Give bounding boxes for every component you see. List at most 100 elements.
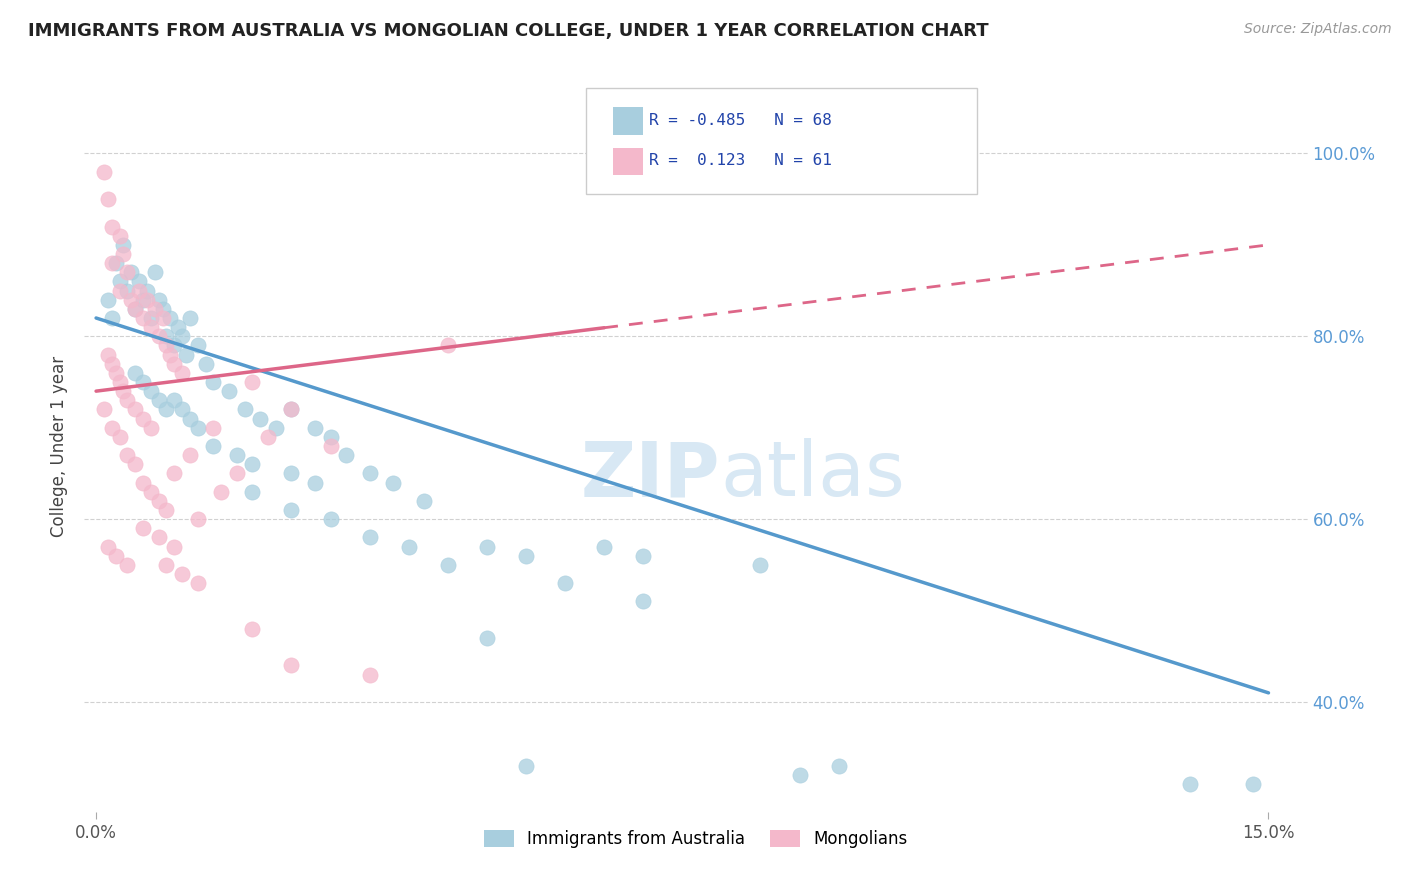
Point	[631, 594, 654, 608]
Point	[163, 467, 186, 481]
Point	[515, 759, 537, 773]
Point	[319, 430, 342, 444]
Point	[382, 475, 405, 490]
Point	[225, 448, 247, 462]
Point	[242, 375, 264, 389]
Point	[139, 310, 162, 325]
FancyBboxPatch shape	[586, 87, 977, 194]
Point	[218, 384, 240, 398]
Point	[167, 320, 190, 334]
Point	[1241, 777, 1264, 791]
Point	[249, 411, 271, 425]
Point	[163, 540, 186, 554]
Point	[398, 540, 420, 554]
Point	[117, 265, 139, 279]
Point	[108, 430, 131, 444]
Text: atlas: atlas	[720, 438, 905, 512]
Point	[104, 366, 127, 380]
Point	[152, 310, 174, 325]
Point	[124, 366, 146, 380]
Point	[148, 329, 170, 343]
Point	[187, 421, 209, 435]
Point	[155, 558, 177, 572]
Point	[143, 265, 166, 279]
Point	[280, 467, 302, 481]
Point	[100, 256, 122, 270]
Text: ZIP: ZIP	[581, 438, 720, 512]
Point	[304, 421, 326, 435]
Point	[202, 439, 225, 453]
Point	[174, 348, 197, 362]
Text: R =  0.123   N = 61: R = 0.123 N = 61	[650, 153, 832, 169]
Point	[120, 265, 142, 279]
Point	[139, 421, 162, 435]
Point	[187, 338, 209, 352]
Point	[225, 467, 247, 481]
Point	[242, 622, 264, 636]
Point	[120, 293, 142, 307]
Point	[132, 375, 155, 389]
Point	[97, 293, 120, 307]
Point	[179, 448, 201, 462]
Point	[749, 558, 772, 572]
FancyBboxPatch shape	[613, 107, 644, 135]
Point	[108, 228, 131, 243]
Point	[187, 512, 209, 526]
Point	[97, 348, 120, 362]
Point	[159, 310, 181, 325]
Point	[179, 411, 201, 425]
Point	[436, 558, 458, 572]
Point	[359, 530, 381, 544]
Point	[242, 457, 264, 471]
Point	[159, 348, 181, 362]
Point	[100, 219, 122, 234]
Point	[187, 576, 209, 591]
Point	[139, 320, 162, 334]
Point	[152, 301, 174, 316]
Point	[242, 484, 264, 499]
Point	[143, 301, 166, 316]
Point	[108, 375, 131, 389]
Point	[132, 293, 155, 307]
Point	[104, 549, 127, 563]
Text: Source: ZipAtlas.com: Source: ZipAtlas.com	[1244, 22, 1392, 37]
Point	[209, 484, 232, 499]
Point	[280, 658, 302, 673]
Point	[1180, 777, 1202, 791]
Point	[148, 293, 170, 307]
Point	[631, 549, 654, 563]
Point	[163, 357, 186, 371]
Point	[124, 301, 146, 316]
Point	[112, 247, 135, 261]
Point	[117, 393, 139, 408]
Point	[100, 357, 122, 371]
Point	[194, 357, 217, 371]
Point	[117, 558, 139, 572]
Point	[515, 549, 537, 563]
Point	[155, 329, 177, 343]
Point	[93, 402, 115, 417]
Point	[554, 576, 576, 591]
Point	[475, 631, 498, 645]
Point	[108, 275, 131, 289]
Point	[132, 475, 155, 490]
Point	[170, 366, 193, 380]
Point	[202, 421, 225, 435]
Point	[170, 567, 193, 582]
Point	[280, 402, 302, 417]
Point	[827, 759, 849, 773]
Point	[128, 284, 150, 298]
Point	[280, 402, 302, 417]
Point	[104, 256, 127, 270]
Point	[436, 338, 458, 352]
FancyBboxPatch shape	[613, 147, 644, 176]
Point	[359, 667, 381, 681]
Point	[163, 338, 186, 352]
Point	[117, 448, 139, 462]
Point	[413, 494, 436, 508]
Point	[100, 421, 122, 435]
Text: IMMIGRANTS FROM AUSTRALIA VS MONGOLIAN COLLEGE, UNDER 1 YEAR CORRELATION CHART: IMMIGRANTS FROM AUSTRALIA VS MONGOLIAN C…	[28, 22, 988, 40]
Point	[97, 540, 120, 554]
Point	[97, 192, 120, 206]
Point	[280, 503, 302, 517]
